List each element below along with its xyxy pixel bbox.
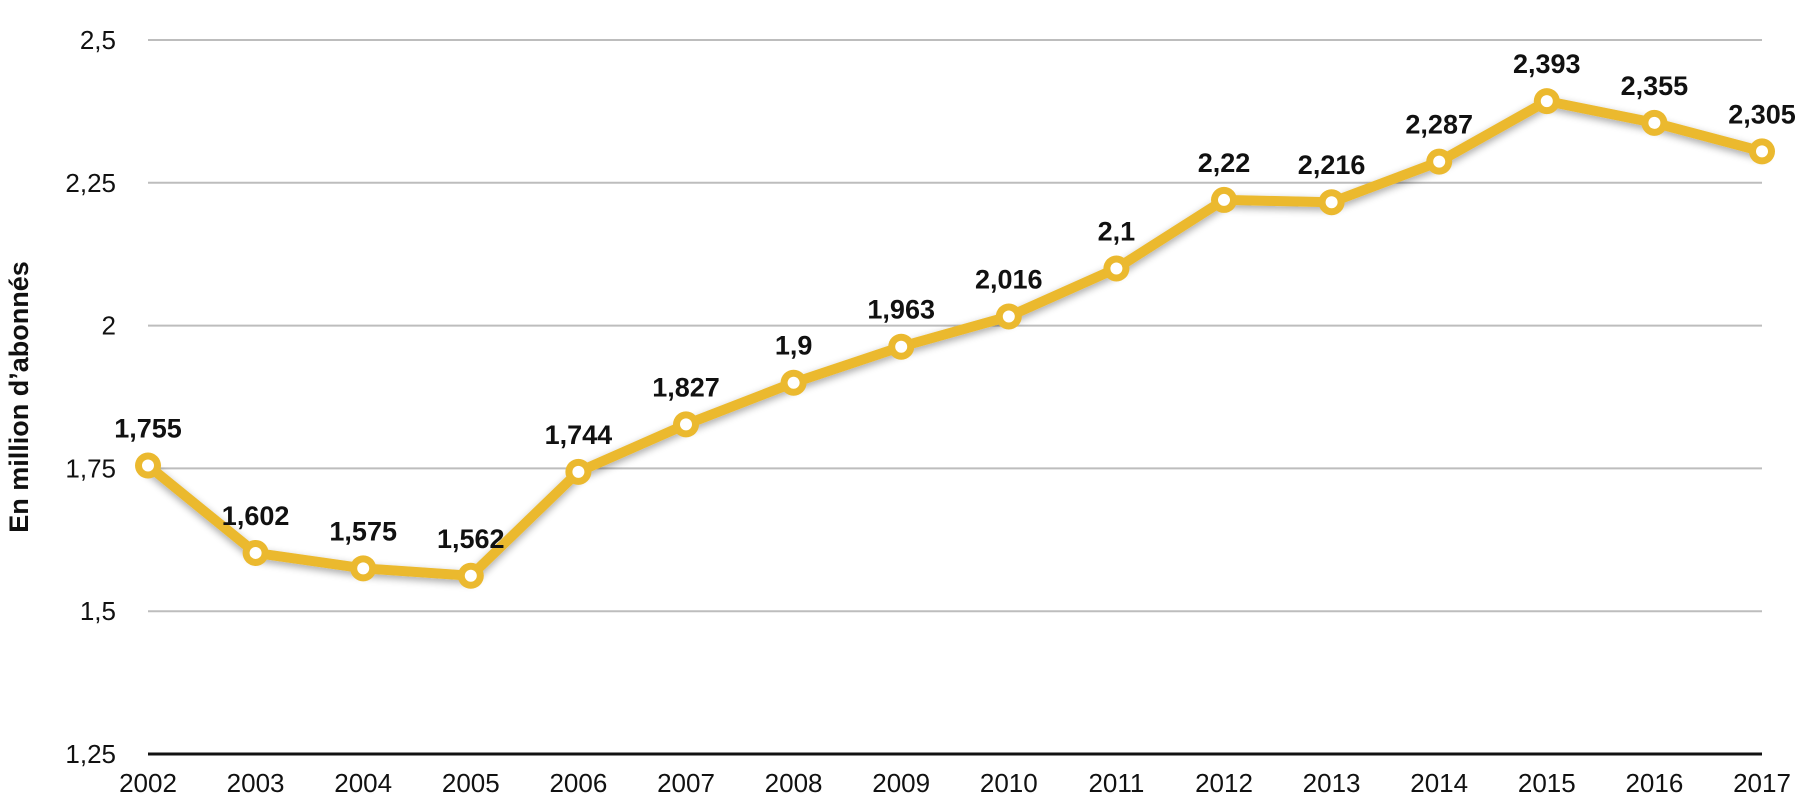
data-label: 1,562 [437,524,505,554]
y-tick-label: 1,25 [65,739,116,769]
data-point-center [249,546,262,559]
data-label: 2,305 [1728,99,1796,129]
data-point-center [357,562,370,575]
data-point-center [1433,155,1446,168]
data-label: 2,22 [1198,148,1251,178]
data-point-center [1218,193,1230,206]
data-label: 1,963 [867,295,935,325]
y-tick-label: 1,5 [80,596,116,626]
x-tick-label: 2013 [1303,768,1361,798]
data-labels: 1,755 1,602 1,575 1,562 1,744 1,827 1,9 1,963 2,… [114,49,1796,554]
x-tick-label: 2014 [1410,768,1468,798]
x-tick-label: 2017 [1733,768,1791,798]
data-point-center [1325,196,1338,209]
data-point-center [1110,262,1123,275]
y-axis-ticks: 1,25 1,5 1,75 2 2,25 2,5 [65,25,116,769]
x-tick-label: 2015 [1518,768,1576,798]
gridlines [148,39,1762,756]
data-label: 1,575 [329,516,397,546]
y-tick-label: 2,5 [80,25,116,55]
data-point-center [572,465,585,478]
data-point-center [1002,310,1015,323]
data-label: 1,9 [775,331,813,361]
data-label: 2,1 [1098,216,1136,246]
x-tick-label: 2003 [227,768,285,798]
x-tick-label: 2007 [657,768,715,798]
data-point-center [895,340,908,353]
y-tick-label: 2,25 [65,168,116,198]
data-label: 1,602 [222,501,290,531]
x-tick-label: 2016 [1625,768,1683,798]
data-label: 1,744 [545,420,613,450]
x-tick-label: 2004 [334,768,392,798]
data-point-center [1540,95,1553,108]
data-label: 2,287 [1405,110,1473,140]
x-tick-label: 2009 [872,768,930,798]
x-tick-label: 2005 [442,768,500,798]
x-tick-label: 2010 [980,768,1038,798]
data-point-center [1756,145,1768,158]
series-path [143,96,1767,581]
data-point-center [1648,116,1661,129]
data-point-center [787,376,800,389]
data-label: 2,393 [1513,49,1581,79]
data-point-center [680,418,692,431]
data-point-center [142,459,154,472]
y-tick-label: 2 [102,311,116,341]
data-label: 2,016 [975,264,1043,294]
x-tick-label: 2008 [765,768,823,798]
x-tick-label: 2011 [1088,768,1144,798]
y-tick-label: 1,75 [65,453,116,483]
data-label: 2,216 [1298,150,1366,180]
series-line [143,96,1767,581]
y-axis-label: En million d’abonnés [4,261,34,533]
x-tick-label: 2012 [1195,768,1253,798]
data-label: 1,755 [114,414,182,444]
data-label: 1,827 [652,372,720,402]
x-axis-ticks: 2002 2003 2004 2005 2006 2007 2008 2009 2010 2011… [119,768,1791,798]
data-label: 2,355 [1621,71,1689,101]
data-point-center [464,569,477,582]
x-tick-label: 2002 [119,768,177,798]
x-tick-label: 2006 [549,768,607,798]
series-markers [135,88,1775,589]
